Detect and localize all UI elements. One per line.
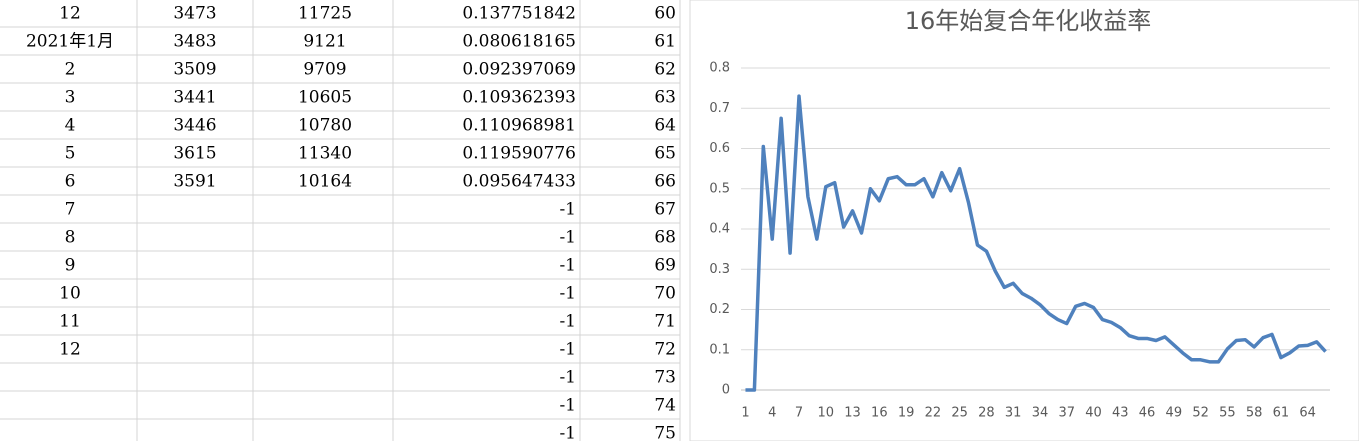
x-tick-label: 37 [1058,406,1075,421]
cell-text: 9 [65,256,76,276]
cell-text: 2 [65,60,76,80]
x-tick-label: 64 [1299,406,1316,421]
cell-text: -1 [559,228,576,248]
cell-text: -1 [559,200,576,220]
cell-text: -1 [559,340,576,360]
cell-text: 75 [654,424,676,441]
cell-text: 12 [59,4,81,24]
cell-text: 3483 [173,32,216,52]
cell-text: 67 [654,200,676,220]
cell-text: -1 [559,424,576,441]
cell-text: 11725 [298,4,352,24]
x-tick-label: 19 [898,406,915,421]
cell-text: 11340 [298,144,352,164]
x-tick-label: 16 [871,406,888,421]
cell-text: 71 [654,312,676,332]
cell-text: 3473 [173,4,216,24]
cell-text: 9709 [303,60,346,80]
y-tick-label: 0.2 [709,302,730,317]
x-tick-label: 13 [844,406,861,421]
cell-text: 12 [59,340,81,360]
x-tick-label: 49 [1166,406,1183,421]
x-tick-label: 61 [1273,406,1290,421]
data-line [745,94,1327,392]
cell-text: 0.109362393 [462,88,576,108]
cell-text: 3446 [173,116,216,136]
cell-text: 65 [654,144,676,164]
cell-text: 8 [65,228,76,248]
x-tick-label: 52 [1192,406,1209,421]
x-tick-label: 1 [741,406,749,421]
cell-text: 0.137751842 [462,4,576,24]
cell-text: 0.095647433 [462,172,576,192]
cell-text: 0.080618165 [462,32,576,52]
x-tick-label: 34 [1032,406,1049,421]
cell-text: 3615 [173,144,216,164]
cell-text: -1 [559,368,576,388]
cell-text: 60 [654,4,676,24]
cell-text: 11 [59,312,81,332]
cell-text: 0.110968981 [462,116,576,136]
cell-text: 69 [654,256,676,276]
x-tick-label: 55 [1219,406,1236,421]
cell-text: 74 [654,396,676,416]
chart-area [689,0,1359,441]
chart-title: 16年始复合年化收益率 [905,7,1152,35]
cell-text: 66 [654,172,676,192]
x-tick-label: 22 [925,406,942,421]
cell-text: 9121 [303,32,346,52]
x-tick-label: 43 [1112,406,1129,421]
y-tick-label: 0.7 [709,101,730,116]
x-tick-label: 58 [1246,406,1263,421]
y-tick-label: 0.3 [709,262,730,277]
cell-text: 10605 [298,88,352,108]
cell-text: 6 [65,172,76,192]
cell-text: 0.119590776 [462,144,576,164]
cell-text: 3509 [173,60,216,80]
cell-text: 64 [654,116,676,136]
y-tick-label: 0.1 [709,342,730,357]
cell-text: 10164 [298,172,352,192]
x-tick-label: 7 [795,406,803,421]
x-tick-label: 46 [1139,406,1156,421]
y-tick-label: 0.5 [709,181,730,196]
cell-text: 10780 [298,116,352,136]
x-tick-label: 4 [768,406,776,421]
x-tick-label: 31 [1005,406,1022,421]
cell-text: 72 [654,340,676,360]
cell-text: 3591 [173,172,216,192]
cell-text: 3441 [173,88,216,108]
cell-text: -1 [559,256,576,276]
y-tick-label: 0.6 [709,141,730,156]
cell-text: 4 [65,116,76,136]
cell-text: 0.092397069 [462,60,576,80]
cell-text: 5 [65,144,76,164]
cell-text: 3 [65,88,76,108]
cell-text: 70 [654,284,676,304]
y-tick-label: 0 [722,383,730,398]
x-tick-label: 25 [951,406,968,421]
cell-text: -1 [559,284,576,304]
y-tick-label: 0.4 [709,222,730,237]
cell-text: 10 [59,284,81,304]
cell-text: 63 [654,88,676,108]
cell-text: 7 [65,200,76,220]
cell-text: 2021年1月 [26,32,114,52]
x-tick-label: 40 [1085,406,1102,421]
cell-text: 73 [654,368,676,388]
cell-text: -1 [559,396,576,416]
cell-text: -1 [559,312,576,332]
y-tick-label: 0.8 [709,61,730,76]
cell-text: 68 [654,228,676,248]
cell-text: 61 [654,32,676,52]
x-tick-label: 10 [818,406,835,421]
cell-text: 62 [654,60,676,80]
x-tick-label: 28 [978,406,995,421]
